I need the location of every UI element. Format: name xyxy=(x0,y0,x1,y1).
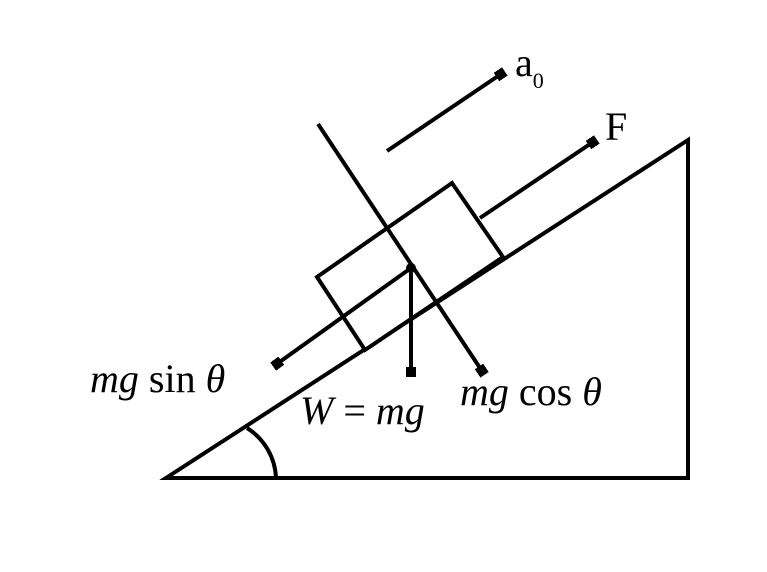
acceleration-label: a0 xyxy=(515,40,544,93)
mg-sin-arrow xyxy=(274,266,413,366)
force-label: F xyxy=(605,104,627,149)
center-of-mass-dot xyxy=(406,263,416,273)
angle-arc xyxy=(245,426,278,479)
weight-label: W = mg xyxy=(300,388,425,433)
force-arrow xyxy=(478,140,596,220)
mg-cos-theta-label: mg cos θ xyxy=(460,369,602,414)
acceleration-arrow xyxy=(385,72,504,153)
normal-line xyxy=(316,122,484,374)
mg-sin-theta-label: mg sin θ xyxy=(90,356,225,401)
